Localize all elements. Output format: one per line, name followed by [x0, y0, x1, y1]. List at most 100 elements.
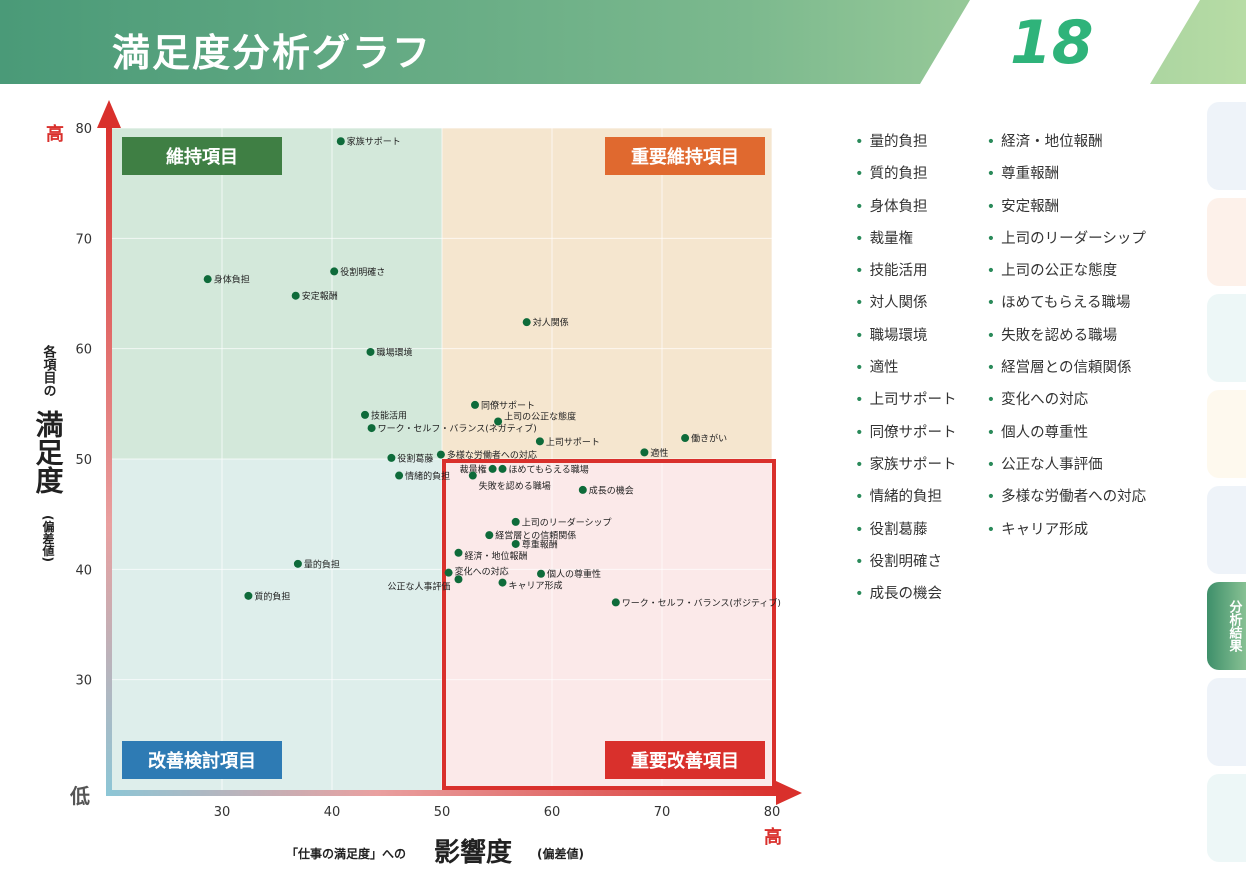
data-point-label: 職場環境: [377, 346, 413, 358]
data-point: [681, 434, 690, 443]
data-point: [578, 485, 587, 494]
data-point: [366, 347, 375, 356]
x-axis-high-label: 高: [764, 826, 782, 848]
data-point: [488, 464, 497, 473]
quadrant-label-box: [605, 137, 765, 175]
data-point: [494, 417, 503, 426]
side-tab-analysis-results[interactable]: 分析結果: [1207, 582, 1246, 670]
x-tick-label: 40: [324, 805, 341, 820]
legend-item: 経済・地位報酬: [987, 130, 1147, 162]
quadrant-label-box: [605, 741, 765, 779]
data-point: [537, 569, 545, 578]
data-point: [395, 471, 404, 480]
page-number-box: [920, 0, 1200, 84]
y-tick-label: 50: [75, 453, 92, 468]
y-tick-label: 60: [75, 343, 92, 358]
data-point-label: 適性: [650, 447, 668, 459]
side-tab-2[interactable]: [1207, 198, 1246, 286]
data-point: [244, 591, 253, 600]
y-axis-high-label: 高: [46, 123, 64, 145]
x-tick-label: 70: [654, 805, 671, 820]
data-point: [522, 318, 531, 327]
quadrant-label-bottom-left: 改善検討項目: [148, 750, 256, 772]
legend-item: 同僚サポート: [855, 421, 957, 453]
y-tick-label: 40: [75, 563, 92, 578]
y-axis-title-prefix: 各項目の: [41, 344, 58, 397]
legend-item: 職場環境: [855, 324, 957, 356]
legend-item: 安定報酬: [987, 195, 1147, 227]
legend-left-column: 量的負担質的負担身体負担裁量権技能活用対人関係職場環境適性上司サポート同僚サポー…: [855, 130, 957, 614]
quadrant-bottom-left: [112, 459, 442, 790]
legend-item: 公正な人事評価: [987, 453, 1147, 485]
data-point-label: 対人関係: [533, 317, 569, 329]
data-point-label: 変化への対応: [455, 566, 509, 578]
quadrant-top-right: [442, 128, 772, 459]
legend-item: 技能活用: [855, 259, 957, 291]
side-tab-7[interactable]: [1207, 678, 1246, 766]
data-point: [535, 437, 544, 446]
legend: 量的負担質的負担身体負担裁量権技能活用対人関係職場環境適性上司サポート同僚サポー…: [855, 130, 1147, 614]
data-point: [498, 578, 507, 587]
data-point-label: 同僚サポート: [481, 399, 535, 411]
data-point: [498, 464, 507, 473]
y-tick-label: 70: [75, 232, 92, 247]
quadrant-top-left: [112, 128, 442, 459]
y-axis-low-label: 低: [69, 784, 90, 808]
y-axis: [106, 120, 112, 796]
data-point: [336, 137, 345, 146]
legend-item: 尊重報酬: [987, 162, 1147, 194]
quadrant-label-top-right: 重要維持項目: [631, 146, 739, 168]
legend-item: ほめてもらえる職場: [987, 291, 1147, 323]
legend-item: 成長の機会: [855, 582, 957, 614]
quadrant-label-top-left: 維持項目: [166, 146, 238, 168]
data-point-label: ワーク・セルフ・バランス(ポジティブ): [622, 597, 781, 609]
data-point-label: 量的負担: [304, 558, 340, 570]
side-tab-8[interactable]: [1207, 774, 1246, 862]
legend-item: 上司の公正な態度: [987, 259, 1147, 291]
side-tab-3[interactable]: [1207, 294, 1246, 382]
data-point: [640, 448, 649, 457]
x-axis-title-main: 影響度: [434, 837, 512, 868]
side-tab-1[interactable]: [1207, 102, 1246, 190]
x-axis-title-prefix: 「仕事の満足度」への: [286, 846, 406, 861]
data-point: [367, 424, 376, 433]
legend-item: 多様な労働者への対応: [987, 485, 1146, 517]
legend-item: 家族サポート: [855, 453, 957, 485]
data-point-label: 経営層との信頼関係: [495, 530, 576, 542]
legend-item: 情緒的負担: [855, 485, 957, 517]
data-point-label: 失敗を認める職場: [479, 480, 551, 492]
legend-item: 質的負担: [855, 162, 957, 194]
data-point-label: 経済・地位報酬: [465, 550, 528, 562]
data-point: [454, 575, 463, 584]
data-point-label: ワーク・セルフ・バランス(ネガティブ): [378, 423, 537, 435]
data-point-label: 役割明確さ: [340, 266, 385, 278]
data-point-label: 上司の公正な態度: [504, 410, 576, 422]
data-point: [203, 275, 212, 284]
data-point-label: ほめてもらえる職場: [509, 463, 589, 475]
x-axis-arrow-icon: [776, 781, 802, 805]
legend-item: キャリア形成: [987, 518, 1147, 550]
x-tick-label: 30: [214, 805, 231, 820]
quadrant-label-bottom-right: 重要改善項目: [631, 750, 739, 772]
data-point-label: 安定報酬: [302, 290, 338, 302]
legend-item: 対人関係: [855, 291, 957, 323]
y-axis-title-main: 満足度: [32, 410, 65, 495]
page-title: 満足度分析グラフ: [112, 31, 433, 75]
y-axis-title-suffix: (偏差値): [41, 515, 55, 562]
x-tick-label: 80: [764, 805, 781, 820]
data-point-label: 技能活用: [371, 409, 407, 421]
legend-item: 裁量権: [855, 227, 957, 259]
side-tab-5[interactable]: [1207, 486, 1246, 574]
legend-item: 量的負担: [855, 130, 957, 162]
data-point: [330, 267, 339, 276]
legend-item: 変化への対応: [987, 388, 1147, 420]
data-point: [436, 450, 445, 459]
legend-item: 個人の尊重性: [987, 421, 1147, 453]
legend-item: 上司のリーダーシップ: [987, 227, 1147, 259]
y-axis-arrow-icon: [97, 100, 121, 128]
legend-item: 失敗を認める職場: [987, 324, 1147, 356]
side-tab-4[interactable]: [1207, 390, 1246, 478]
data-point-label: 公正な人事評価: [387, 580, 450, 592]
legend-item: 役割葛藤: [855, 518, 957, 550]
x-tick-label: 50: [434, 805, 451, 820]
